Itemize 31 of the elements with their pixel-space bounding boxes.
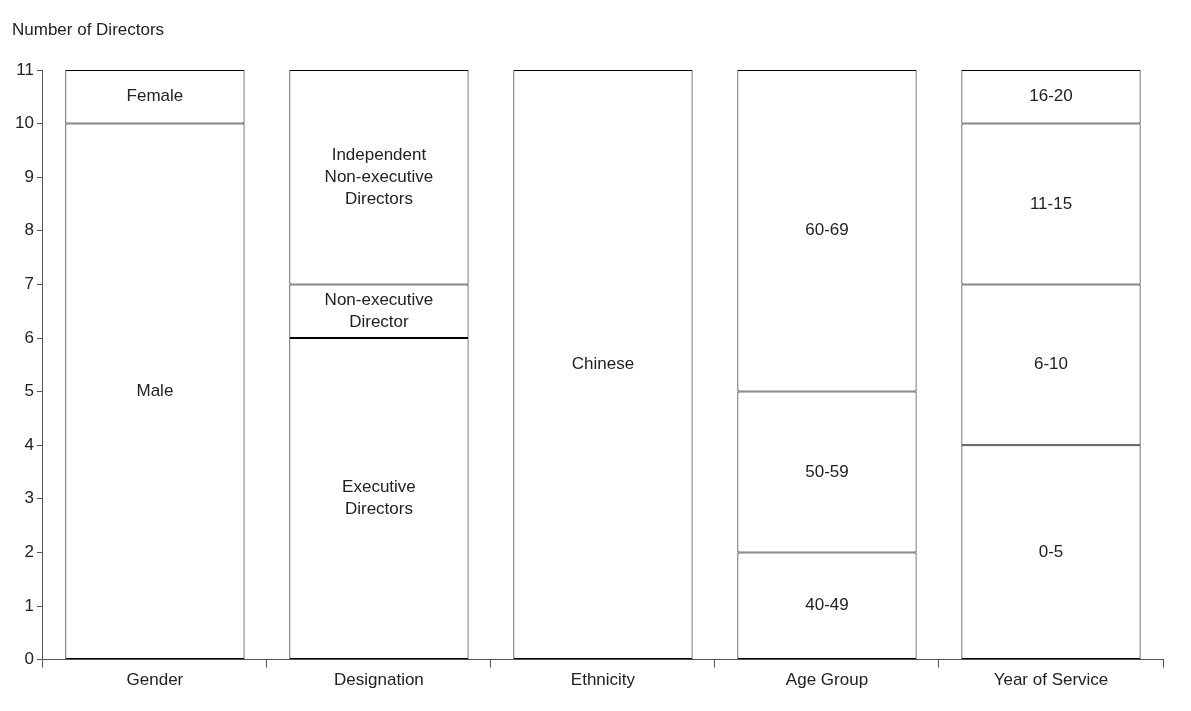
x-tick-label: Designation	[334, 670, 424, 690]
data-label: 16-20	[1029, 86, 1073, 106]
y-tick-label: 0	[24, 649, 34, 669]
data-label: 40-49	[805, 595, 849, 615]
data-label: Female	[126, 86, 184, 106]
y-tick-label: 5	[24, 381, 34, 401]
data-label: 6-10	[1033, 354, 1069, 374]
y-tick-label: 1	[24, 595, 34, 615]
data-label: Male	[136, 381, 174, 401]
data-label: Non-executive Director	[324, 289, 434, 331]
data-label: Executive Directors	[342, 477, 416, 519]
data-label: 50-59	[805, 461, 849, 481]
data-label: Independent Non-executive Directors	[324, 144, 434, 208]
x-tick-label: Age Group	[785, 670, 869, 690]
data-label: 0-5	[1038, 541, 1064, 561]
data-label: 60-69	[805, 220, 849, 240]
x-tick-label: Ethnicity	[570, 670, 636, 690]
y-tick-label: 8	[24, 220, 34, 240]
y-tick-label: 6	[24, 327, 34, 347]
x-tick-label: Year of Service	[993, 670, 1109, 690]
x-tick-label: Gender	[126, 670, 184, 690]
y-tick-label: 4	[24, 434, 34, 454]
y-tick-label: 2	[24, 542, 34, 562]
data-label: 11-15	[1029, 193, 1073, 213]
y-tick-label: 10	[14, 113, 34, 133]
y-tick-label: 7	[24, 274, 34, 294]
y-axis-title: Number of Directors	[12, 19, 165, 39]
y-tick-label: 11	[16, 59, 34, 79]
y-tick-label: 9	[24, 166, 34, 186]
y-tick-label: 3	[24, 488, 34, 508]
data-label: Chinese	[571, 354, 635, 374]
